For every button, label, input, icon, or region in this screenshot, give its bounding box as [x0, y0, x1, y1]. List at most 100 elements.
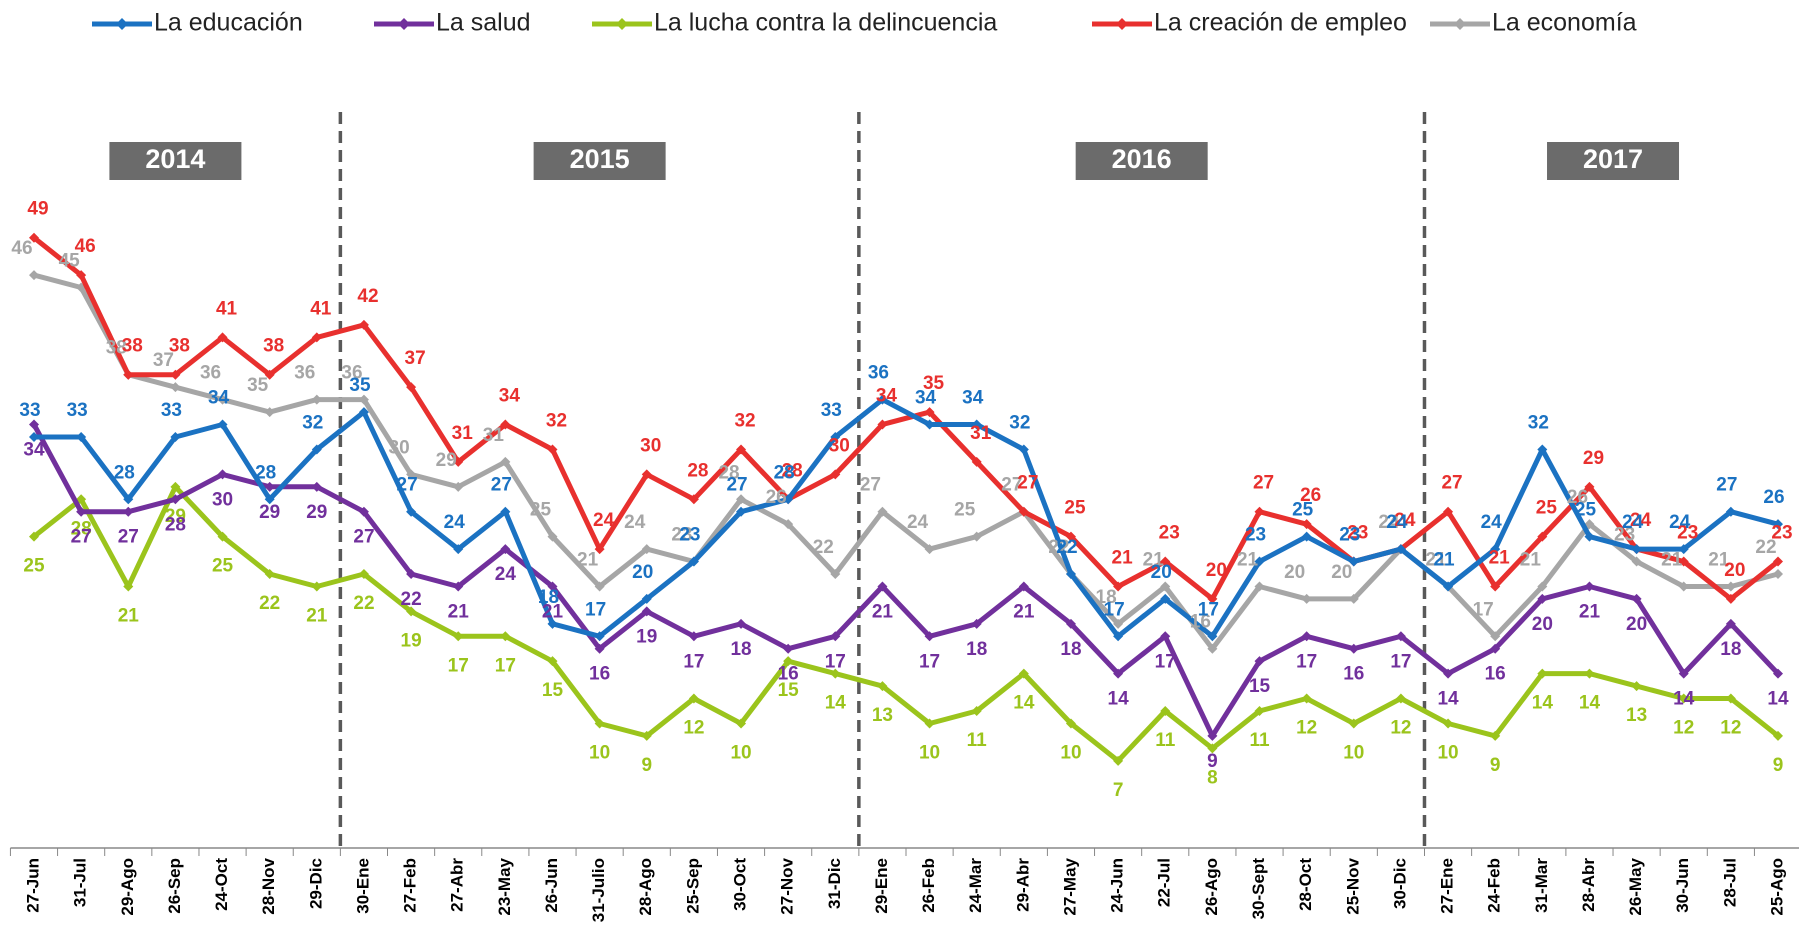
data-label: 14 — [825, 693, 847, 714]
point — [594, 631, 605, 642]
year-label: 2017 — [1583, 144, 1643, 174]
x-tick-label: 31-Dic — [825, 858, 844, 909]
data-label: 27 — [1441, 473, 1462, 494]
data-label: 29 — [306, 502, 327, 523]
data-label: 15 — [778, 680, 800, 701]
point — [311, 481, 322, 492]
data-label: 34 — [23, 440, 45, 461]
data-label: 28 — [782, 460, 803, 481]
data-label: 21 — [1112, 547, 1134, 568]
point — [29, 232, 39, 243]
data-label: 14 — [1579, 693, 1601, 714]
point — [783, 643, 794, 654]
point — [1301, 519, 1312, 530]
point — [1537, 581, 1548, 592]
year-box — [109, 142, 242, 180]
point — [641, 469, 652, 480]
x-tick-label: 23-May — [495, 857, 514, 915]
point — [453, 456, 464, 467]
legend-label: La salud — [436, 9, 531, 37]
x-tick-label: 24-Oct — [212, 858, 231, 911]
data-label: 41 — [216, 298, 238, 319]
point — [358, 319, 369, 330]
x-tick-label: 28-Abr — [1579, 858, 1598, 912]
point — [1725, 581, 1736, 592]
data-label: 32 — [1528, 412, 1549, 433]
data-label: 21 — [448, 601, 470, 622]
point — [971, 531, 982, 542]
point — [1490, 631, 1501, 642]
point — [594, 643, 605, 654]
data-label: 25 — [1292, 500, 1314, 521]
point — [1113, 581, 1124, 592]
data-label: 18 — [1096, 587, 1117, 608]
data-label: 20 — [632, 562, 653, 583]
data-label: 25 — [530, 500, 552, 521]
x-tick-label: 28-Jul — [1720, 858, 1739, 907]
data-label: 16 — [1485, 664, 1506, 685]
data-label: 29 — [1583, 448, 1604, 469]
point — [500, 506, 511, 517]
data-label: 31 — [483, 425, 505, 446]
legend-label: La economía — [1492, 9, 1637, 37]
x-tick-label: 27-Jun — [23, 858, 42, 913]
data-label: 24 — [624, 512, 646, 533]
data-label: 26 — [1763, 487, 1784, 508]
data-label: 42 — [357, 286, 378, 307]
data-label: 25 — [23, 556, 45, 577]
data-label: 27 — [491, 475, 512, 496]
point — [1725, 593, 1736, 604]
point — [264, 494, 275, 505]
data-label: 11 — [1155, 730, 1176, 751]
year-box — [1547, 142, 1680, 180]
point — [123, 369, 134, 380]
point — [1631, 681, 1642, 692]
point — [830, 631, 841, 642]
data-label: 20 — [1284, 562, 1305, 583]
point — [1725, 693, 1736, 704]
data-label: 9 — [1207, 751, 1218, 772]
data-label: 32 — [1009, 412, 1030, 433]
data-label: 37 — [153, 350, 174, 371]
data-label: 34 — [915, 388, 937, 409]
data-label: 36 — [294, 363, 315, 384]
point — [1773, 556, 1783, 567]
data-label: 20 — [1331, 562, 1352, 583]
data-label: 22 — [1048, 537, 1069, 558]
point — [170, 494, 181, 505]
point — [1301, 531, 1312, 542]
series-line — [34, 397, 1779, 639]
x-tick-label: 26-Jun — [542, 858, 561, 913]
point — [736, 618, 747, 629]
data-label: 8 — [1207, 767, 1218, 788]
x-tick-label: 29-Dic — [306, 858, 325, 909]
data-label: 21 — [306, 605, 328, 626]
point — [1631, 556, 1642, 567]
data-label: 12 — [683, 718, 704, 739]
data-label: 17 — [1155, 651, 1176, 672]
x-tick-label: 26-May — [1626, 857, 1645, 915]
data-label: 34 — [962, 388, 984, 409]
data-label: 23 — [1339, 525, 1360, 546]
year-label: 2014 — [145, 144, 205, 174]
data-label: 36 — [341, 363, 362, 384]
x-tick-label: 31-Julio — [589, 858, 608, 922]
data-label: 24 — [1378, 512, 1400, 533]
point — [500, 419, 511, 430]
data-label: 17 — [919, 651, 940, 672]
point — [1160, 706, 1171, 716]
point — [170, 432, 181, 442]
data-label: 27 — [353, 527, 374, 548]
data-label: 10 — [589, 742, 610, 763]
point — [1113, 618, 1124, 629]
data-label: 21 — [577, 549, 599, 570]
data-label: 29 — [436, 450, 457, 471]
data-label: 31 — [970, 423, 992, 444]
point — [1065, 618, 1076, 629]
point — [1678, 693, 1689, 704]
point — [1395, 544, 1406, 555]
data-label: 23 — [1614, 525, 1635, 546]
data-label: 17 — [1473, 599, 1494, 620]
data-label: 10 — [1343, 742, 1364, 763]
point — [500, 456, 511, 467]
